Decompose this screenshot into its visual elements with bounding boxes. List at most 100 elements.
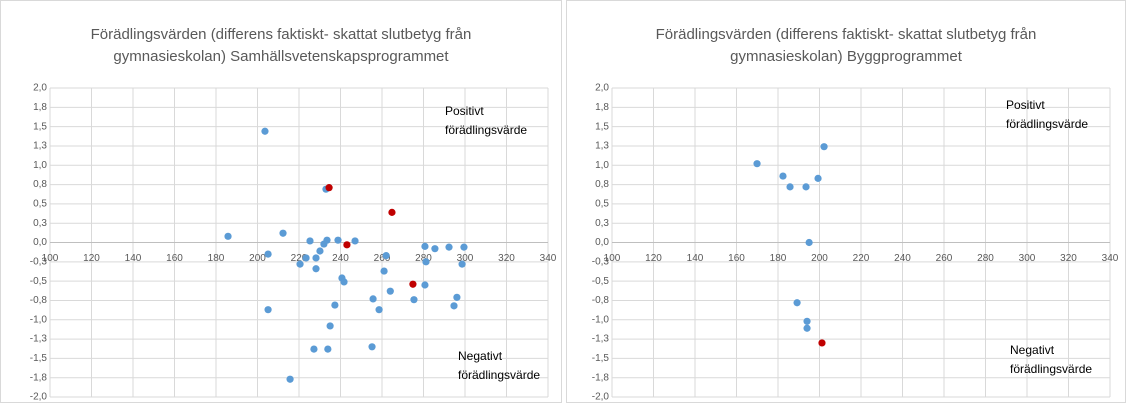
x-tick-label: 280 xyxy=(415,253,432,264)
y-tick-label: -1,8 xyxy=(592,372,610,383)
point xyxy=(340,278,348,286)
y-tick-label: 0,0 xyxy=(595,237,609,248)
annotation: Negativt xyxy=(1010,343,1055,357)
point xyxy=(368,343,376,351)
y-tick-label: 2,0 xyxy=(595,83,609,94)
y-tick-label: 1,0 xyxy=(33,160,47,171)
x-tick-label: 200 xyxy=(249,253,266,264)
x-tick-label: 300 xyxy=(1019,253,1036,264)
chart-frame xyxy=(566,0,1126,403)
point xyxy=(779,172,787,180)
x-tick-label: 180 xyxy=(208,253,225,264)
point xyxy=(814,174,822,182)
x-tick-label: 180 xyxy=(770,253,787,264)
point xyxy=(351,237,359,245)
annotation: förädlingsvärde xyxy=(458,368,540,382)
y-tick-label: -0,3 xyxy=(592,256,610,267)
x-tick-label: 120 xyxy=(645,253,662,264)
point xyxy=(343,241,351,249)
point xyxy=(803,317,811,325)
annotation: Positivt xyxy=(445,104,484,118)
point xyxy=(312,254,320,262)
point xyxy=(382,252,390,260)
x-tick-label: 220 xyxy=(291,253,308,264)
chart-title: Förädlingsvärden (differens faktiskt- sk… xyxy=(91,26,472,43)
point xyxy=(458,260,466,268)
x-tick-label: 200 xyxy=(811,253,828,264)
y-tick-label: -1,8 xyxy=(30,372,48,383)
annotation: förädlingsvärde xyxy=(445,123,527,137)
y-tick-label: 0,5 xyxy=(33,199,47,210)
point xyxy=(310,345,318,353)
y-tick-label: 1,0 xyxy=(595,160,609,171)
point xyxy=(334,236,342,244)
y-tick-label: -2,0 xyxy=(592,392,610,403)
point xyxy=(316,247,324,255)
y-tick-label: 1,5 xyxy=(33,121,47,132)
y-tick-label: 0,0 xyxy=(33,237,47,248)
point xyxy=(331,301,339,309)
y-tick-label: -1,5 xyxy=(592,353,610,364)
point xyxy=(445,243,453,251)
point xyxy=(431,245,439,253)
point xyxy=(460,243,468,251)
point xyxy=(302,254,310,262)
point xyxy=(421,281,429,289)
point xyxy=(805,238,813,247)
y-tick-label: -1,5 xyxy=(30,353,48,364)
point xyxy=(409,280,417,288)
x-tick-label: 140 xyxy=(687,253,704,264)
y-tick-label: 0,8 xyxy=(595,179,609,190)
point xyxy=(375,306,383,314)
point xyxy=(264,250,272,258)
x-tick-label: 100 xyxy=(42,253,59,264)
point xyxy=(803,324,811,332)
x-tick-label: 160 xyxy=(728,253,745,264)
y-tick-label: 1,8 xyxy=(595,102,609,113)
y-tick-label: 1,3 xyxy=(33,141,47,152)
point xyxy=(261,127,269,135)
y-tick-label: -1,0 xyxy=(30,314,48,325)
annotation: förädlingsvärde xyxy=(1006,117,1088,131)
y-tick-label: 2,0 xyxy=(33,83,47,94)
point xyxy=(410,296,418,304)
point xyxy=(369,295,377,303)
y-tick-label: -0,8 xyxy=(30,295,48,306)
x-tick-label: 160 xyxy=(166,253,183,264)
x-tick-label: 320 xyxy=(1060,253,1077,264)
point xyxy=(286,375,294,383)
point xyxy=(421,242,429,250)
y-tick-label: -1,3 xyxy=(592,334,610,345)
x-tick-label: 260 xyxy=(374,253,391,264)
point xyxy=(279,229,287,237)
x-tick-label: 100 xyxy=(604,253,621,264)
x-tick-label: 240 xyxy=(894,253,911,264)
y-tick-label: 1,8 xyxy=(33,102,47,113)
annotation: förädlingsvärde xyxy=(1010,362,1092,376)
point xyxy=(264,306,272,314)
point xyxy=(380,267,388,275)
chart-title: Förädlingsvärden (differens faktiskt- sk… xyxy=(656,26,1037,43)
point xyxy=(793,299,801,307)
point xyxy=(802,183,810,191)
y-tick-label: -2,0 xyxy=(30,392,48,403)
x-tick-label: 120 xyxy=(83,253,100,264)
x-tick-label: 300 xyxy=(457,253,474,264)
annotation: Negativt xyxy=(458,349,503,363)
y-tick-label: 1,3 xyxy=(595,141,609,152)
x-tick-label: 140 xyxy=(125,253,142,264)
y-tick-label: -1,0 xyxy=(592,314,610,325)
y-tick-label: 1,5 xyxy=(595,121,609,132)
y-tick-label: -0,8 xyxy=(592,295,610,306)
point xyxy=(386,287,394,295)
y-tick-label: -0,5 xyxy=(30,276,48,287)
x-tick-label: 220 xyxy=(853,253,870,264)
point xyxy=(326,322,334,330)
point xyxy=(753,160,761,168)
point xyxy=(453,293,461,301)
x-tick-label: 280 xyxy=(977,253,994,264)
point xyxy=(325,184,333,192)
point xyxy=(820,143,828,151)
